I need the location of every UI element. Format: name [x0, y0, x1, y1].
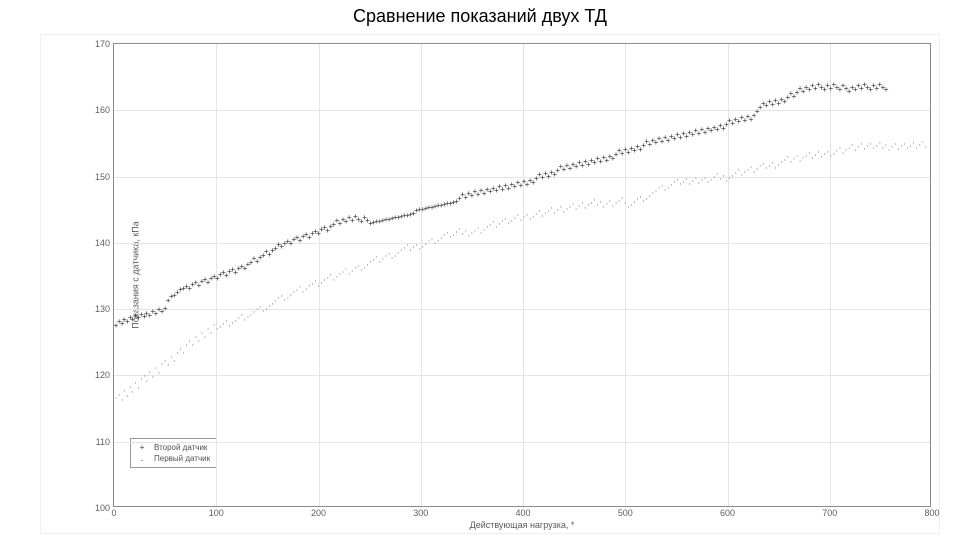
x-axis-label: Действующая нагрузка, *	[470, 520, 575, 530]
legend-label: Второй датчик	[154, 442, 207, 453]
x-tick-label: 500	[610, 506, 640, 518]
x-tick-label: 200	[304, 506, 334, 518]
data-point: .	[151, 373, 155, 380]
x-tick-label: 300	[406, 506, 436, 518]
grid-line-v	[523, 44, 524, 506]
data-point: .	[125, 391, 129, 398]
grid-line-v	[728, 44, 729, 506]
data-point: .	[209, 329, 213, 336]
legend-label: Первый датчик	[154, 453, 210, 464]
data-point: +	[163, 305, 168, 313]
data-point: .	[130, 387, 134, 394]
page-title: Сравнение показаний двух ТД	[0, 6, 960, 27]
data-point: .	[145, 377, 149, 384]
data-point: .	[166, 361, 170, 368]
data-point: +	[884, 86, 889, 94]
data-point: .	[181, 349, 185, 356]
y-tick-label: 110	[84, 437, 114, 447]
legend-item: + Второй датчик	[135, 442, 210, 453]
y-tick-label: 140	[84, 238, 114, 248]
x-tick-label: 600	[713, 506, 743, 518]
grid-line-h	[114, 243, 930, 244]
x-tick-label: 400	[508, 506, 538, 518]
x-tick-label: 700	[815, 506, 845, 518]
y-tick-label: 130	[84, 304, 114, 314]
x-tick-label: 800	[917, 506, 947, 518]
y-tick-label: 150	[84, 172, 114, 182]
y-tick-label: 170	[84, 39, 114, 49]
plot-area: Показания с датчика, кПа Действующая наг…	[113, 43, 931, 507]
grid-line-v	[319, 44, 320, 506]
data-point: .	[191, 341, 195, 348]
legend-marker: +	[135, 442, 149, 453]
chart-container: Показания с датчика, кПа Действующая наг…	[40, 34, 940, 534]
legend-marker: .	[135, 453, 149, 464]
grid-line-v	[421, 44, 422, 506]
y-tick-label: 120	[84, 370, 114, 380]
data-point: .	[172, 357, 176, 364]
data-point: .	[157, 369, 161, 376]
grid-line-v	[830, 44, 831, 506]
grid-line-h	[114, 309, 930, 310]
grid-line-v	[625, 44, 626, 506]
data-point: .	[924, 143, 928, 150]
data-point: .	[120, 395, 124, 402]
y-tick-label: 160	[84, 105, 114, 115]
data-point: .	[136, 383, 140, 390]
data-point: .	[197, 337, 201, 344]
x-tick-label: 100	[201, 506, 231, 518]
data-point: .	[203, 333, 207, 340]
grid-line-h	[114, 110, 930, 111]
x-tick-label: 0	[99, 506, 129, 518]
grid-line-h	[114, 442, 930, 443]
legend-item: . Первый датчик	[135, 453, 210, 464]
grid-line-h	[114, 375, 930, 376]
